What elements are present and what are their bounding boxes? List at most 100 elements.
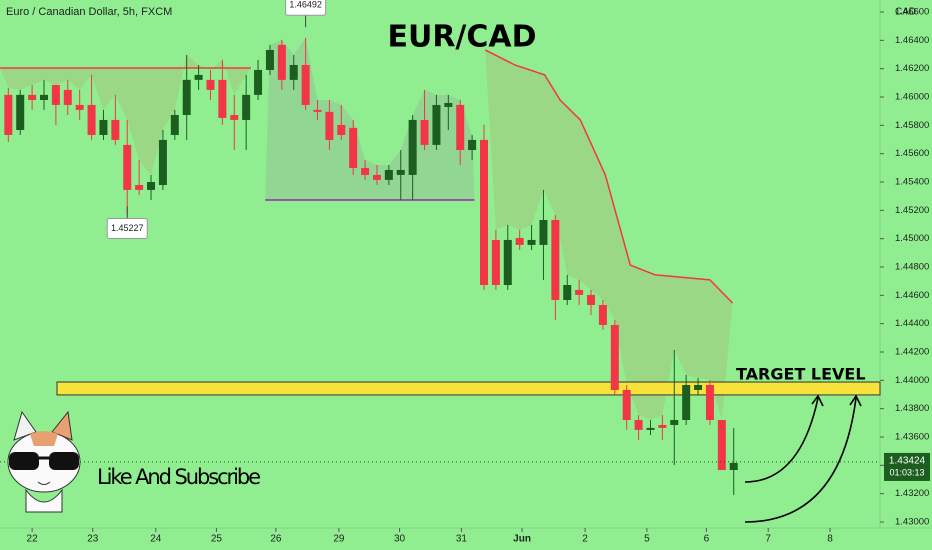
- subscribe-text: Like And Subscribe: [97, 465, 261, 489]
- candle-body: [170, 114, 179, 135]
- candle-body: [123, 144, 132, 190]
- cat-avatar: [7, 410, 81, 513]
- candle-body: [111, 119, 120, 140]
- x-tick-label: 30: [394, 534, 406, 545]
- cloud-area: [265, 37, 475, 200]
- candle-body: [361, 167, 370, 175]
- x-tick-label: Jun: [513, 534, 531, 545]
- candle-body: [218, 79, 227, 118]
- x-tick-label: 24: [150, 534, 162, 545]
- annotation-box: [285, 0, 327, 16]
- y-tick-label: 1.45800: [895, 120, 929, 131]
- x-tick-label: 7: [765, 534, 771, 545]
- y-tick-label: 1.45400: [895, 177, 929, 188]
- annotation-label: 1.46492: [289, 0, 322, 10]
- x-tick-label: 22: [27, 534, 39, 545]
- candle-body: [480, 139, 488, 285]
- annotation-label: 1.45227: [111, 223, 144, 233]
- candle-body: [729, 462, 738, 471]
- y-tick-label: 1.44200: [895, 347, 929, 358]
- price-tag: [884, 452, 930, 481]
- candle-body: [468, 139, 477, 150]
- y-tick-label: 1.43600: [895, 432, 929, 443]
- x-tick-label: 26: [270, 534, 282, 545]
- candle-body: [515, 237, 524, 245]
- y-tick-label: 1.46200: [895, 63, 929, 74]
- y-tick-label: 1.43200: [895, 488, 929, 499]
- y-tick-label: 1.45000: [895, 233, 929, 244]
- y-tick-label: 1.46400: [895, 35, 929, 46]
- y-tick-label: 1.44000: [895, 375, 929, 386]
- candle-body: [598, 304, 607, 325]
- candle-body: [349, 127, 358, 168]
- x-tick-label: 29: [333, 534, 345, 545]
- x-tick-label: 2: [582, 534, 588, 545]
- candle-body: [587, 294, 596, 305]
- candle-body: [408, 119, 417, 175]
- candle-body: [372, 174, 381, 180]
- x-tick-label: 23: [87, 534, 99, 545]
- arrow: [744, 397, 857, 523]
- candle-body: [622, 389, 631, 420]
- candle-body: [539, 219, 548, 245]
- candle-body: [194, 74, 203, 80]
- annotation-box: [106, 218, 148, 240]
- candle-body: [75, 104, 84, 110]
- candle-body: [705, 385, 714, 420]
- candle-body: [230, 114, 239, 120]
- candle-body: [313, 109, 322, 112]
- y-tick-label: 1.45600: [895, 148, 929, 159]
- arrow-head: [849, 394, 862, 407]
- candle-body: [277, 44, 286, 80]
- target-label: TARGET LEVEL: [736, 365, 866, 384]
- candle-body: [717, 420, 726, 471]
- arrow: [744, 397, 819, 483]
- candle-body: [575, 289, 584, 295]
- candle-body: [51, 84, 60, 105]
- chart-header: Euro / Canadian Dollar, 5h, FXCM: [6, 6, 172, 18]
- candle-body: [242, 94, 251, 120]
- y-axis-label: CAD: [895, 7, 916, 18]
- y-tick-label: 1.46000: [895, 92, 929, 103]
- candle-body: [254, 69, 263, 95]
- candle-body: [444, 102, 453, 107]
- candle-body: [527, 239, 536, 245]
- y-tick-label: 1.46600: [895, 7, 929, 18]
- candle-body: [503, 239, 512, 285]
- candle-body: [432, 104, 441, 145]
- candle-body: [491, 239, 500, 285]
- y-tick-label: 1.44600: [895, 290, 929, 301]
- candle-body: [325, 111, 334, 140]
- x-tick-label: 5: [644, 534, 650, 545]
- x-tick-label: 31: [456, 534, 468, 545]
- y-tick-label: 1.43000: [895, 517, 929, 528]
- countdown: 01:03:13: [889, 467, 924, 477]
- last-price-label: 1.43424: [889, 456, 926, 467]
- x-tick-label: 6: [704, 534, 710, 545]
- candle-body: [646, 427, 655, 430]
- candle-body: [28, 94, 37, 100]
- candle-body: [694, 385, 703, 390]
- y-tick-label: 1.44800: [895, 262, 929, 273]
- candle-body: [147, 182, 156, 190]
- candle-body: [16, 94, 25, 131]
- y-tick-label: 1.44400: [895, 318, 929, 329]
- candle-body: [384, 169, 393, 180]
- candle-body: [182, 79, 191, 115]
- candle-body: [396, 169, 405, 175]
- arrow-head: [811, 394, 824, 407]
- candle-body: [658, 424, 667, 428]
- candle-body: [551, 219, 560, 301]
- candle-body: [563, 284, 572, 301]
- candle-body: [135, 184, 144, 190]
- x-tick-label: 8: [827, 534, 833, 545]
- candle-body: [99, 119, 108, 135]
- candle-body: [634, 420, 643, 430]
- candle-body: [265, 49, 274, 70]
- candle-body: [87, 104, 96, 135]
- x-tick-label: 25: [211, 534, 223, 545]
- candle-body: [337, 124, 346, 135]
- cloud-area: [0, 54, 251, 175]
